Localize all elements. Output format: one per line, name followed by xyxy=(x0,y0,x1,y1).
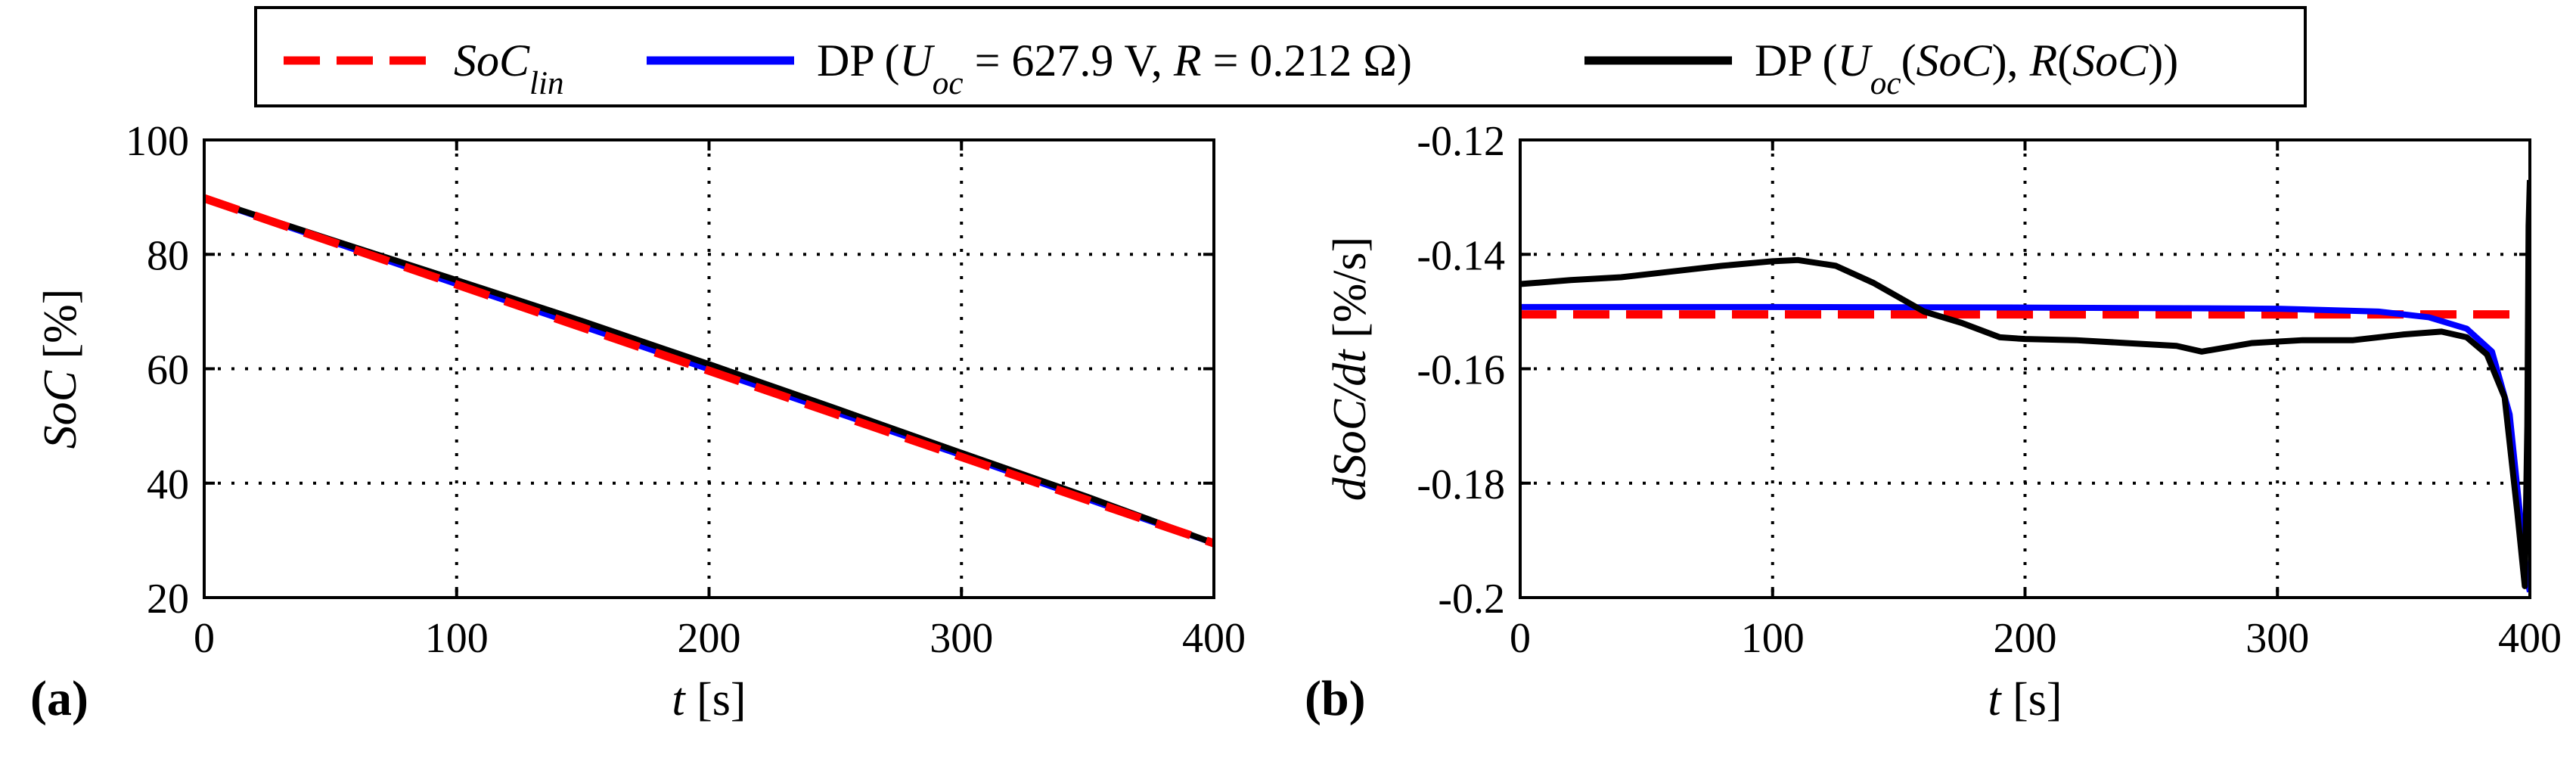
y-tick-label-b-1: -0.18 xyxy=(1417,461,1505,508)
x-tick-label-b-0: 0 xyxy=(1510,615,1531,662)
legend-label-dp-var: DP (Uoc(SoC), R(SoC)) xyxy=(1755,36,2178,101)
y-tick-label-a-2: 60 xyxy=(147,347,189,394)
y-tick-label-b-3: -0.14 xyxy=(1417,232,1505,279)
x-axis-label-b: t [s] xyxy=(1988,674,2062,725)
x-tick-label-b-4: 400 xyxy=(2498,615,2562,662)
legend-label-dp-const: DP (Uoc = 627.9 V, R = 0.212 Ω) xyxy=(817,36,1412,101)
panel-label-a: (a) xyxy=(30,671,88,726)
series-line-b-2 xyxy=(1520,179,2530,589)
legend-box xyxy=(254,6,2307,107)
legend-label-soc-lin: SoClin xyxy=(454,36,564,101)
y-tick-label-b-2: -0.16 xyxy=(1417,347,1505,394)
y-axis-label-a: SoC [%] xyxy=(35,289,86,449)
y-tick-label-a-3: 80 xyxy=(147,232,189,279)
y-tick-label-b-4: -0.12 xyxy=(1417,118,1505,165)
x-tick-label-a-2: 200 xyxy=(678,615,741,662)
y-tick-label-a-0: 20 xyxy=(147,576,189,623)
x-tick-label-a-3: 300 xyxy=(930,615,993,662)
legend: SoClin DP (Uoc = 627.9 V, R = 0.212 Ω) DP … xyxy=(254,6,2307,107)
x-tick-label-b-1: 100 xyxy=(1741,615,1805,662)
x-tick-label-a-4: 400 xyxy=(1182,615,1246,662)
y-tick-label-a-1: 40 xyxy=(147,461,189,508)
x-tick-label-a-0: 0 xyxy=(194,615,215,662)
x-tick-label-a-1: 100 xyxy=(425,615,489,662)
x-axis-label-a: t [s] xyxy=(672,674,746,725)
chart-panel-a: 0 100 200 300 400 20 40 60 80 100 t [s] SoC [%] (a) xyxy=(30,118,1246,726)
y-tick-label-b-0: -0.2 xyxy=(1438,576,1505,623)
y-tick-label-a-4: 100 xyxy=(126,118,189,165)
y-axis-label-b: dSoC/dt [%/s] xyxy=(1324,237,1376,502)
x-tick-label-b-2: 200 xyxy=(1994,615,2057,662)
series-line-a-0 xyxy=(204,194,1214,548)
panel-label-b: (b) xyxy=(1305,671,1366,726)
x-tick-label-b-3: 300 xyxy=(2245,615,2309,662)
chart-panel-b: 0 100 200 300 400 -0.2 -0.18 -0.16 -0.14 -0.12 t [… xyxy=(1305,118,2562,726)
